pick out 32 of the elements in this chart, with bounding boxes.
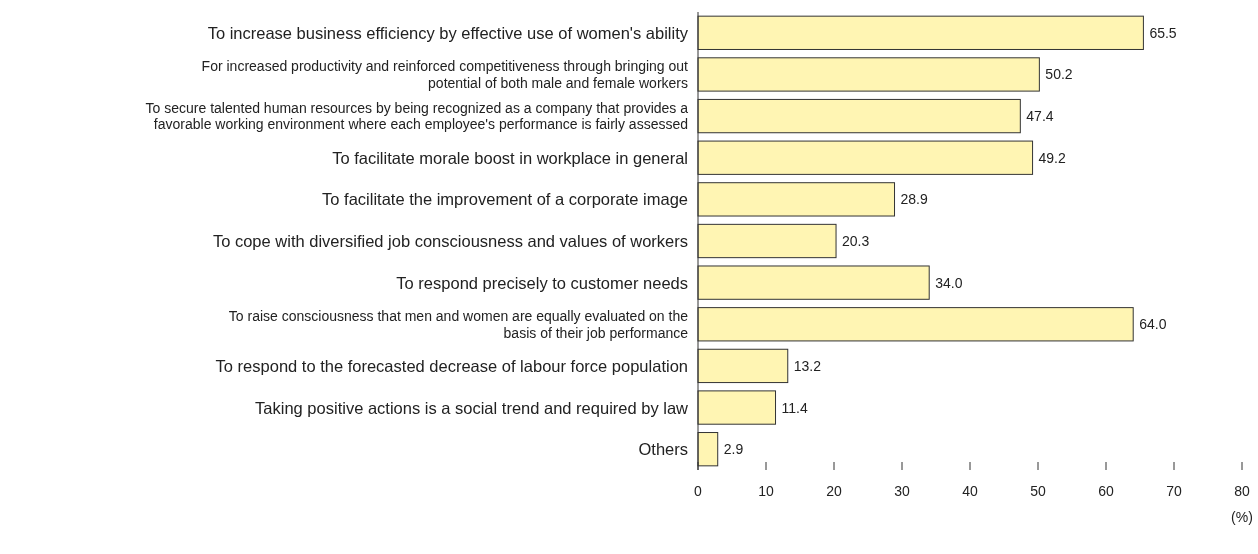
x-tick-label: 20 bbox=[826, 483, 842, 499]
data-label: 34.0 bbox=[935, 274, 963, 291]
y-tick-label: Others bbox=[638, 440, 688, 459]
data-label: 2.9 bbox=[723, 441, 744, 458]
x-tick-label: 10 bbox=[758, 483, 774, 499]
y-tick-label: To increase business efficiency by effective use of women's ability bbox=[207, 23, 689, 42]
x-tick-label: 30 bbox=[894, 483, 910, 499]
x-tick-label: 70 bbox=[1166, 483, 1182, 499]
data-label: 47.4 bbox=[1026, 108, 1054, 125]
x-axis-title: (%) bbox=[1231, 509, 1253, 525]
data-label: 50.2 bbox=[1045, 66, 1073, 83]
y-tick-label: To facilitate the improvement of a corporate image bbox=[322, 190, 688, 209]
y-tick-label: To respond to the forecasted decrease of labour force population bbox=[215, 356, 688, 375]
y-tick-label: For increased productivity and reinforced competitiveness through bringing out potential of both male and female workers bbox=[201, 58, 689, 91]
x-tick-label: 80 bbox=[1234, 483, 1250, 499]
y-tick-label: To cope with diversified job consciousness and values of workers bbox=[212, 232, 688, 250]
x-tick-label: 40 bbox=[962, 483, 978, 499]
x-tick-label: 0 bbox=[694, 483, 703, 499]
x-tick-label: 50 bbox=[1030, 483, 1046, 499]
data-label: 20.3 bbox=[842, 233, 870, 249]
y-tick-label: To respond precisely to customer needs bbox=[396, 273, 688, 292]
data-label: 13.2 bbox=[793, 357, 822, 374]
y-tick-label: To facilitate morale boost in workplace in general bbox=[332, 148, 688, 167]
y-tick-label: Taking positive actions is a social trend and required by law bbox=[255, 398, 689, 417]
y-tick-label: To secure talented human resources by being recognized as a company that provides a favorable working environment where each employee's performance is fairly assessed bbox=[145, 99, 689, 133]
data-label: 49.2 bbox=[1038, 149, 1067, 166]
x-tick-label: 60 bbox=[1098, 483, 1114, 499]
data-label: 64.0 bbox=[1139, 316, 1167, 333]
data-label: 11.4 bbox=[781, 399, 808, 416]
data-label: 65.5 bbox=[1149, 24, 1177, 41]
data-label: 28.9 bbox=[900, 191, 928, 208]
y-tick-label: To raise consciousness that men and women are equally evaluated on the basis of their job performance bbox=[228, 307, 689, 341]
